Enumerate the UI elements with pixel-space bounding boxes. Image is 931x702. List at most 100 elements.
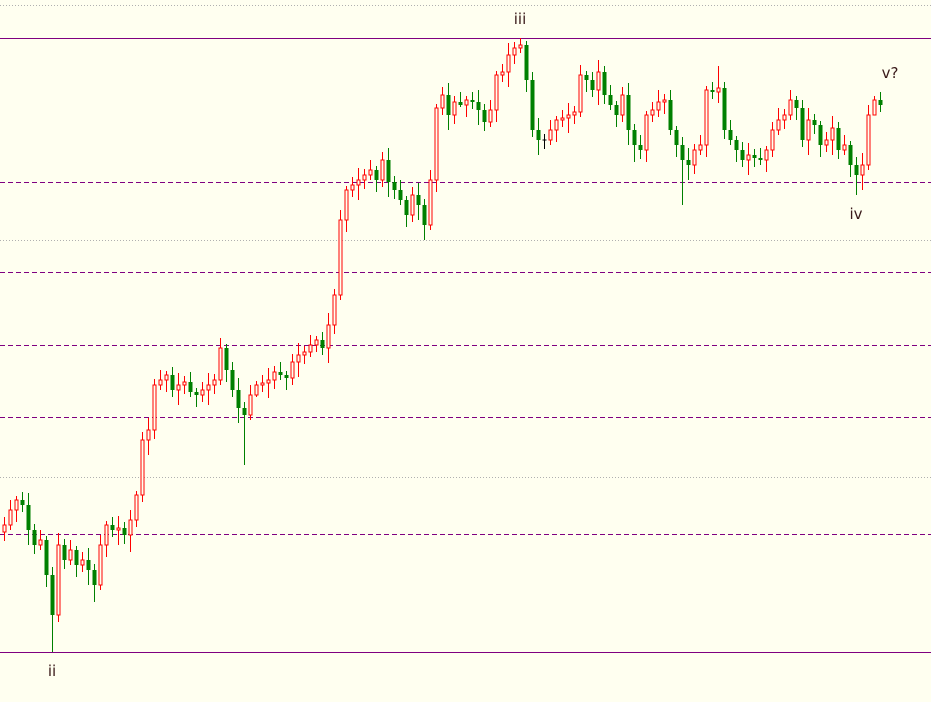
candle-body-up <box>830 127 835 141</box>
candle-body-up <box>68 549 73 561</box>
candle <box>596 60 601 105</box>
candle <box>728 120 733 145</box>
candle-body-up <box>272 371 277 381</box>
candle <box>92 564 97 602</box>
candle <box>332 289 337 334</box>
candle <box>698 135 703 155</box>
candle-body-up <box>860 164 865 176</box>
candle-body-up <box>218 347 223 381</box>
candle <box>320 332 325 355</box>
candle <box>128 510 133 552</box>
candle <box>296 343 301 377</box>
candle <box>692 144 697 174</box>
candle <box>302 346 307 364</box>
candle <box>866 105 871 170</box>
candle <box>338 210 343 300</box>
candle <box>314 336 319 352</box>
candle-body-down <box>224 348 229 370</box>
candle <box>182 376 187 394</box>
candle-body-up <box>116 527 121 531</box>
candle <box>140 432 145 502</box>
candle <box>86 548 91 585</box>
candle-body-down <box>638 145 643 150</box>
candle <box>104 521 109 557</box>
candle-body-down <box>710 90 715 92</box>
candle-body-up <box>578 74 583 113</box>
candle-body-down <box>626 95 631 130</box>
candle-body-up <box>644 114 649 151</box>
candle-body-up <box>488 109 493 123</box>
candle <box>272 366 277 389</box>
candle-body-up <box>560 117 565 121</box>
candle-body-up <box>650 109 655 116</box>
candle <box>452 96 457 124</box>
candle-body-up <box>572 111 577 116</box>
candle <box>662 94 667 114</box>
candle-body-down <box>668 100 673 130</box>
candle <box>374 166 379 192</box>
candle <box>188 372 193 397</box>
candle <box>740 142 745 167</box>
candle-body-up <box>764 149 769 161</box>
candle <box>554 116 559 142</box>
candle-body-up <box>356 179 361 186</box>
candle <box>116 516 121 545</box>
candle-body-up <box>806 119 811 141</box>
candle-body-down <box>752 155 757 158</box>
candle <box>74 546 79 577</box>
candle-body-down <box>524 45 529 80</box>
candle-body-down <box>230 370 235 390</box>
candle-body-down <box>284 375 289 378</box>
candle <box>872 96 877 116</box>
candle <box>854 157 859 195</box>
candle <box>512 42 517 64</box>
candle-body-down <box>194 392 199 395</box>
candle-body-down <box>416 195 421 205</box>
candle <box>506 43 511 87</box>
candle-body-down <box>878 100 883 105</box>
candle <box>674 126 679 157</box>
candle <box>218 338 223 385</box>
candle-body-up <box>788 99 793 116</box>
candle <box>326 313 331 363</box>
candle-body-up <box>266 379 271 384</box>
candle-body-down <box>794 100 799 108</box>
wave-label: iv <box>849 205 862 223</box>
candle <box>518 38 523 53</box>
candle <box>386 148 391 197</box>
candle <box>806 108 811 155</box>
candle-body-down <box>86 560 91 570</box>
candle <box>848 141 853 177</box>
candle <box>668 90 673 135</box>
candle-body-up <box>146 429 151 441</box>
candle-body-up <box>56 544 61 616</box>
candle <box>206 373 211 405</box>
candle-body-up <box>314 339 319 346</box>
candle <box>650 102 655 122</box>
candle-body-up <box>566 114 571 119</box>
candle-body-up <box>158 379 163 386</box>
candle-body-down <box>812 120 817 125</box>
candle <box>362 169 367 189</box>
candle <box>722 82 727 139</box>
candle-body-down <box>404 200 409 215</box>
candle-body-up <box>134 494 139 521</box>
candle-body-up <box>512 47 517 56</box>
candle-body-down <box>458 102 463 105</box>
candle <box>704 86 709 157</box>
candle-body-up <box>212 379 217 386</box>
candle-body-down <box>536 130 541 140</box>
candle <box>830 116 835 155</box>
candle-body-up <box>662 99 667 103</box>
candle <box>260 375 265 392</box>
candle <box>290 354 295 385</box>
candle-body-down <box>398 190 403 200</box>
candle <box>584 71 589 92</box>
candle-body-down <box>602 72 607 95</box>
wave-label: ii <box>48 662 56 680</box>
wave-label: iii <box>514 10 527 28</box>
candle-body-down <box>236 390 241 408</box>
candle-body-down <box>50 575 55 615</box>
candle-body-down <box>470 100 475 102</box>
